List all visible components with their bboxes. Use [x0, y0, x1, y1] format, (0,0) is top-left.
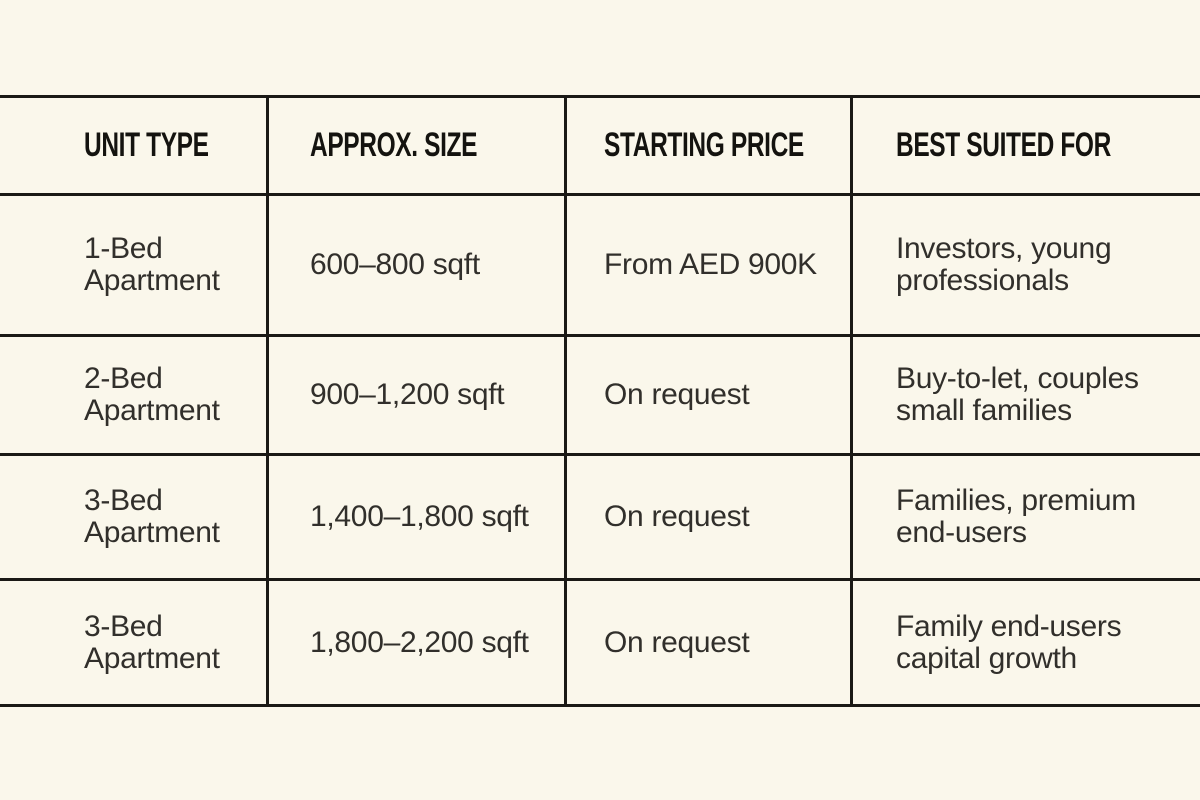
unit-type-value: 3-Bed Apartment — [84, 609, 220, 675]
unit-pricing-table: UNIT TYPE APPROX. SIZE STARTING PRICE BE… — [0, 95, 1200, 707]
table-row: 3-Bed Apartment 1,800–2,200 sqft On requ… — [0, 578, 1200, 707]
best-suited-for-value: Families, premium end-users — [896, 484, 1136, 549]
cell-approx-size: 1,400–1,800 sqft — [266, 456, 564, 578]
approx-size-value: 1,800–2,200 sqft — [310, 625, 529, 659]
cell-approx-size: 900–1,200 sqft — [266, 337, 564, 453]
header-cell-starting-price: STARTING PRICE — [564, 98, 850, 193]
cell-starting-price: On request — [564, 456, 850, 578]
best-suited-for-value: Buy-to-let, couples small families — [896, 362, 1139, 427]
cell-approx-size: 600–800 sqft — [266, 196, 564, 334]
approx-size-value: 600–800 sqft — [310, 248, 480, 282]
starting-price-value: From AED 900K — [604, 248, 817, 282]
cell-starting-price: On request — [564, 337, 850, 453]
starting-price-value: On request — [604, 625, 750, 659]
unit-type-value: 3-Bed Apartment — [84, 484, 220, 549]
cell-unit-type: 2-Bed Apartment — [0, 337, 266, 453]
column-header-label: BEST SUITED FOR — [896, 126, 1111, 164]
cell-best-suited-for: Family end-users capital growth — [850, 581, 1200, 704]
table-row: 3-Bed Apartment 1,400–1,800 sqft On requ… — [0, 453, 1200, 578]
approx-size-value: 900–1,200 sqft — [310, 378, 505, 412]
cell-best-suited-for: Families, premium end-users — [850, 456, 1200, 578]
cell-best-suited-for: Buy-to-let, couples small families — [850, 337, 1200, 453]
table-row: 1-Bed Apartment 600–800 sqft From AED 90… — [0, 193, 1200, 334]
unit-type-value: 2-Bed Apartment — [84, 362, 220, 427]
table-row: 2-Bed Apartment 900–1,200 sqft On reques… — [0, 334, 1200, 453]
header-cell-approx-size: APPROX. SIZE — [266, 98, 564, 193]
header-cell-best-suited-for: BEST SUITED FOR — [850, 98, 1200, 193]
cell-approx-size: 1,800–2,200 sqft — [266, 581, 564, 704]
approx-size-value: 1,400–1,800 sqft — [310, 500, 529, 534]
starting-price-value: On request — [604, 378, 750, 412]
best-suited-for-value: Investors, young professionals — [896, 232, 1112, 297]
column-header-label: APPROX. SIZE — [310, 126, 478, 164]
cell-best-suited-for: Investors, young professionals — [850, 196, 1200, 334]
best-suited-for-value: Family end-users capital growth — [896, 609, 1122, 675]
cell-starting-price: On request — [564, 581, 850, 704]
cell-unit-type: 3-Bed Apartment — [0, 581, 266, 704]
table-header-row: UNIT TYPE APPROX. SIZE STARTING PRICE BE… — [0, 95, 1200, 193]
column-header-label: UNIT TYPE — [84, 126, 209, 164]
header-cell-unit-type: UNIT TYPE — [0, 98, 266, 193]
cell-unit-type: 1-Bed Apartment — [0, 196, 266, 334]
column-header-label: STARTING PRICE — [604, 126, 804, 164]
starting-price-value: On request — [604, 500, 750, 534]
cell-starting-price: From AED 900K — [564, 196, 850, 334]
unit-type-value: 1-Bed Apartment — [84, 232, 220, 297]
cell-unit-type: 3-Bed Apartment — [0, 456, 266, 578]
